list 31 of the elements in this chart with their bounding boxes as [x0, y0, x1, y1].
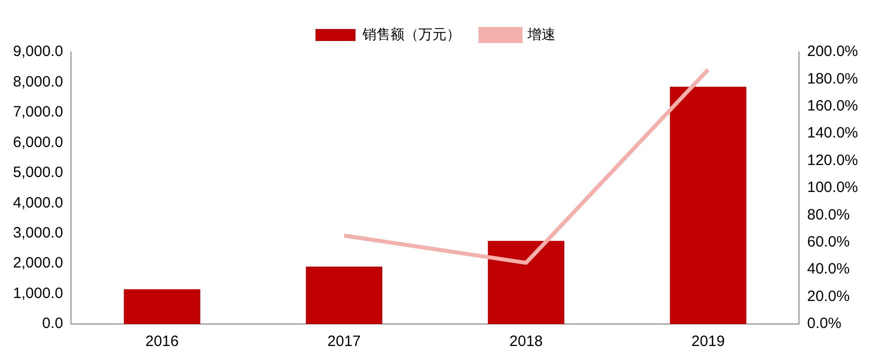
legend-label: 销售额（万元） — [362, 26, 460, 42]
y-tick-label: 7,000.0 — [13, 104, 64, 121]
x-tick-label: 2019 — [691, 333, 725, 350]
y-tick-label: 0.0 — [42, 315, 64, 332]
y-tick-label: 5,000.0 — [13, 164, 64, 182]
bar — [306, 266, 382, 324]
y2-tick-label: 120.0% — [807, 152, 858, 169]
y2-tick-label: 0.0% — [807, 315, 842, 332]
bar — [670, 86, 746, 324]
y2-tick-label: 160.0% — [807, 98, 858, 115]
bar — [124, 289, 200, 324]
y-tick-label: 8,000.0 — [13, 73, 64, 90]
y-tick-label: 2,000.0 — [13, 254, 64, 272]
y-tick-label: 9,000.0 — [13, 43, 64, 60]
y-tick-label: 6,000.0 — [13, 134, 64, 151]
x-tick-label: 2017 — [327, 333, 361, 350]
y2-tick-label: 140.0% — [807, 124, 858, 142]
y2-tick-label: 20.0% — [807, 288, 850, 305]
bar — [488, 240, 564, 324]
legend-label: 增速 — [526, 26, 556, 42]
y2-tick-label: 40.0% — [807, 260, 850, 278]
y-tick-label: 1,000.0 — [13, 284, 64, 302]
y2-tick-label: 80.0% — [807, 206, 850, 224]
y2-tick-label: 200.0% — [807, 43, 858, 60]
y2-tick-label: 60.0% — [807, 234, 850, 251]
y-tick-label: 4,000.0 — [13, 194, 64, 212]
x-tick-label: 2016 — [145, 333, 179, 350]
x-tick-label: 2018 — [509, 333, 543, 350]
y-tick-label: 3,000.0 — [13, 224, 64, 242]
y2-tick-label: 100.0% — [807, 179, 858, 196]
y2-tick-label: 180.0% — [807, 70, 858, 88]
